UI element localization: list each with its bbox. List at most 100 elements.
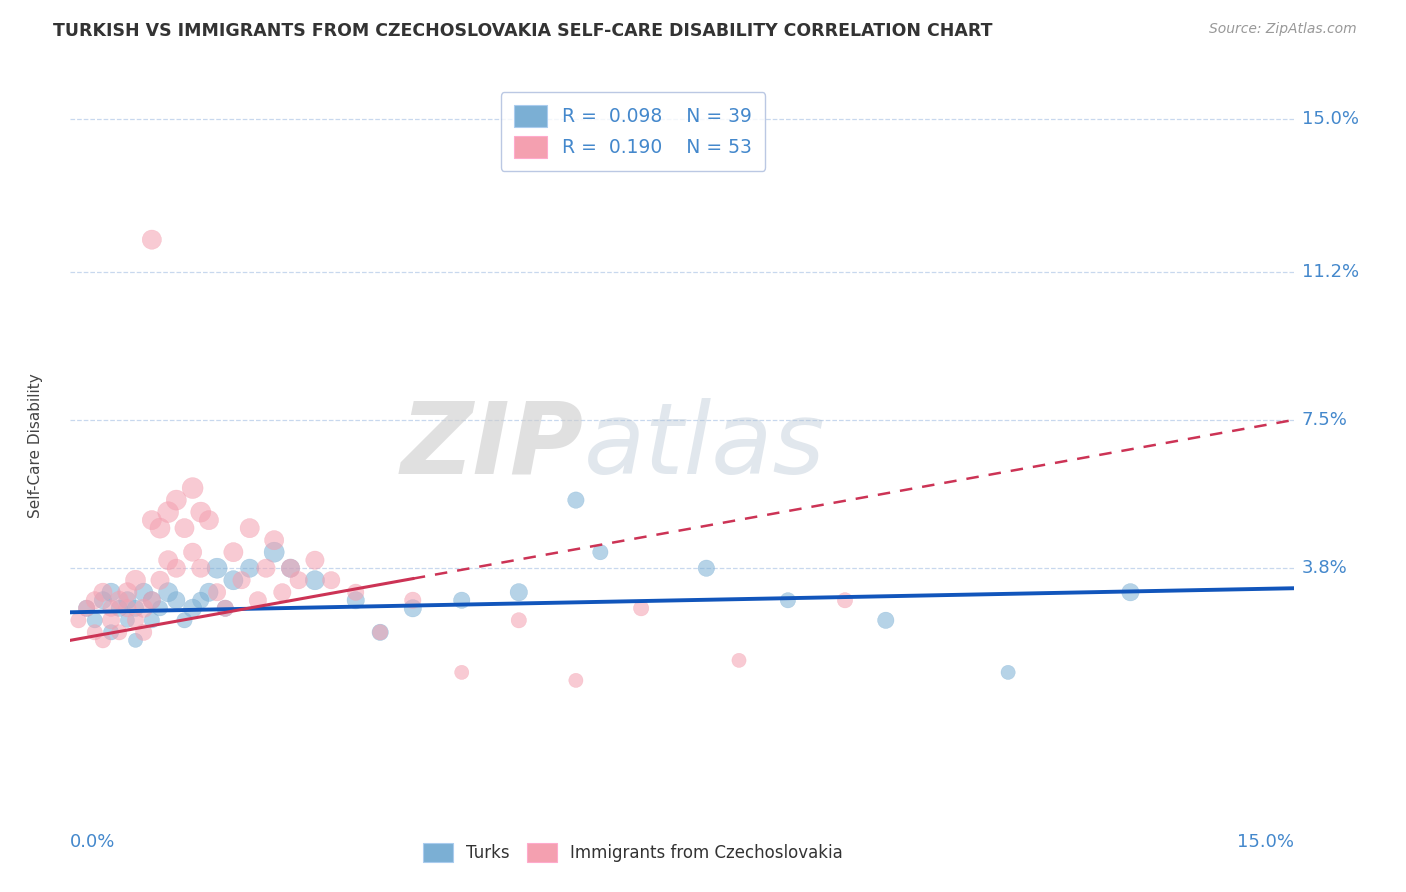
Point bbox=[117, 593, 139, 607]
Text: ZIP: ZIP bbox=[401, 398, 583, 494]
Point bbox=[239, 521, 262, 535]
Point bbox=[83, 625, 105, 640]
Point bbox=[254, 561, 277, 575]
Text: 7.5%: 7.5% bbox=[1302, 411, 1347, 429]
Point bbox=[149, 521, 172, 535]
Text: Source: ZipAtlas.com: Source: ZipAtlas.com bbox=[1209, 22, 1357, 37]
Point bbox=[83, 593, 105, 607]
Point bbox=[368, 625, 391, 640]
Point bbox=[132, 601, 155, 615]
Point bbox=[508, 613, 530, 627]
Point bbox=[271, 585, 294, 599]
Legend: Turks, Immigrants from Czechoslovakia: Turks, Immigrants from Czechoslovakia bbox=[416, 836, 849, 869]
Point bbox=[368, 625, 391, 640]
Point bbox=[205, 585, 228, 599]
Point bbox=[630, 601, 652, 615]
Text: atlas: atlas bbox=[583, 398, 825, 494]
Point bbox=[565, 673, 588, 688]
Point bbox=[344, 593, 367, 607]
Point bbox=[149, 573, 172, 587]
Point bbox=[108, 601, 131, 615]
Point bbox=[198, 513, 221, 527]
Point bbox=[344, 585, 367, 599]
Point bbox=[157, 553, 180, 567]
Point bbox=[263, 533, 285, 548]
Point bbox=[108, 593, 131, 607]
Point bbox=[280, 561, 302, 575]
Point bbox=[117, 613, 139, 627]
Point bbox=[165, 593, 187, 607]
Text: 0.0%: 0.0% bbox=[70, 832, 115, 851]
Point bbox=[304, 553, 326, 567]
Point bbox=[231, 573, 253, 587]
Point bbox=[214, 601, 236, 615]
Point bbox=[246, 593, 269, 607]
Point bbox=[91, 593, 114, 607]
Point bbox=[76, 601, 98, 615]
Text: 15.0%: 15.0% bbox=[1302, 111, 1358, 128]
Point bbox=[124, 633, 146, 648]
Point bbox=[321, 573, 343, 587]
Point bbox=[190, 505, 212, 519]
Point bbox=[141, 593, 163, 607]
Point bbox=[124, 573, 146, 587]
Text: 11.2%: 11.2% bbox=[1302, 263, 1358, 281]
Point bbox=[108, 625, 131, 640]
Point bbox=[91, 633, 114, 648]
Point bbox=[165, 561, 187, 575]
Point bbox=[287, 573, 309, 587]
Point bbox=[173, 613, 195, 627]
Point bbox=[695, 561, 717, 575]
Point bbox=[402, 601, 425, 615]
Point bbox=[141, 613, 163, 627]
Point bbox=[263, 545, 285, 559]
Text: 15.0%: 15.0% bbox=[1236, 832, 1294, 851]
Point bbox=[834, 593, 856, 607]
Point bbox=[181, 545, 204, 559]
Point bbox=[304, 573, 326, 587]
Point bbox=[214, 601, 236, 615]
Point bbox=[76, 601, 98, 615]
Point bbox=[132, 625, 155, 640]
Point bbox=[124, 613, 146, 627]
Text: 3.8%: 3.8% bbox=[1302, 559, 1347, 577]
Point bbox=[450, 593, 472, 607]
Point bbox=[83, 613, 105, 627]
Text: Self-Care Disability: Self-Care Disability bbox=[28, 374, 42, 518]
Point bbox=[239, 561, 262, 575]
Point bbox=[205, 561, 228, 575]
Point bbox=[100, 625, 122, 640]
Point bbox=[565, 493, 588, 508]
Point bbox=[190, 593, 212, 607]
Point bbox=[117, 585, 139, 599]
Point bbox=[157, 585, 180, 599]
Point bbox=[997, 665, 1019, 680]
Point bbox=[875, 613, 897, 627]
Point bbox=[181, 601, 204, 615]
Point bbox=[222, 573, 245, 587]
Point bbox=[280, 561, 302, 575]
Point bbox=[198, 585, 221, 599]
Point bbox=[67, 613, 90, 627]
Text: TURKISH VS IMMIGRANTS FROM CZECHOSLOVAKIA SELF-CARE DISABILITY CORRELATION CHART: TURKISH VS IMMIGRANTS FROM CZECHOSLOVAKI… bbox=[53, 22, 993, 40]
Point bbox=[149, 601, 172, 615]
Point bbox=[132, 585, 155, 599]
Point bbox=[181, 481, 204, 495]
Point bbox=[91, 585, 114, 599]
Point bbox=[1119, 585, 1142, 599]
Point bbox=[776, 593, 799, 607]
Point bbox=[222, 545, 245, 559]
Point bbox=[728, 653, 751, 667]
Point bbox=[100, 613, 122, 627]
Point bbox=[141, 593, 163, 607]
Point bbox=[508, 585, 530, 599]
Point bbox=[450, 665, 472, 680]
Point bbox=[117, 601, 139, 615]
Point bbox=[173, 521, 195, 535]
Point bbox=[165, 493, 187, 508]
Point bbox=[190, 561, 212, 575]
Point bbox=[402, 593, 425, 607]
Point bbox=[141, 513, 163, 527]
Point bbox=[141, 233, 163, 247]
Point bbox=[157, 505, 180, 519]
